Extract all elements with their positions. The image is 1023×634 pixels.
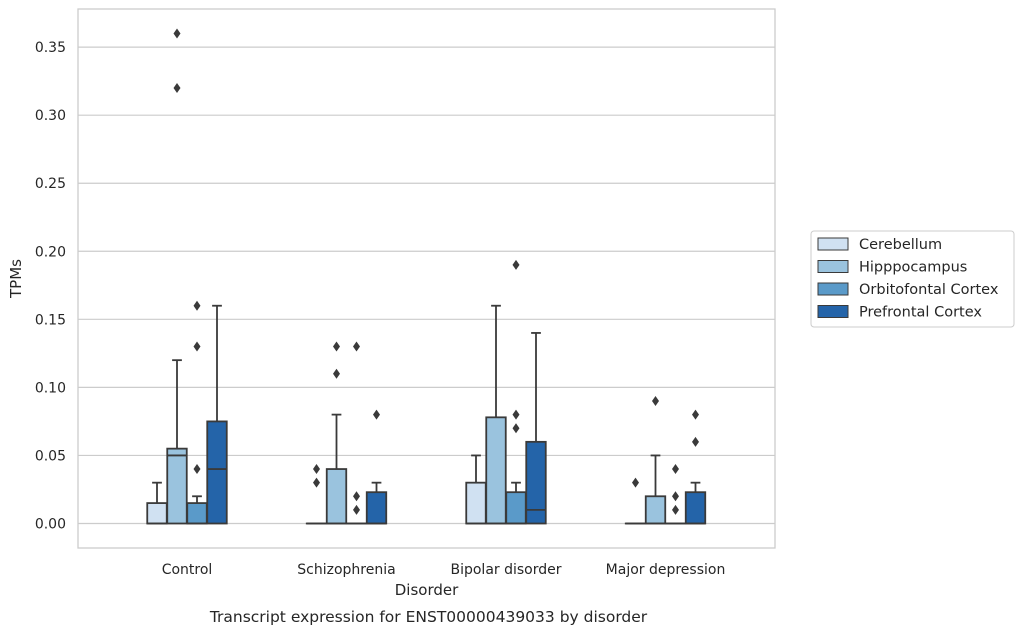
outlier-point <box>353 504 360 515</box>
box-cerebellum-3 <box>624 477 647 525</box>
box-orbitofontal-cortex-2 <box>505 259 527 525</box>
legend-swatch <box>817 282 849 296</box>
box-cerebellum-2 <box>465 454 487 525</box>
outlier-point <box>173 82 181 93</box>
box-orbitofontal-cortex-3 <box>664 464 687 525</box>
outlier-point <box>512 409 520 420</box>
outlier-point <box>373 409 380 420</box>
box-iqr <box>465 481 487 525</box>
legend-swatch <box>817 237 849 251</box>
box-cerebellum-0 <box>146 481 168 525</box>
chart-caption: Transcript expression for ENST0000043903… <box>209 608 648 626</box>
y-axis-ticks: 0.00 0.05 0.10 0.15 0.20 0.25 0.30 0.35 <box>35 40 66 532</box>
box-iqr <box>146 502 168 525</box>
legend-swatch <box>817 260 849 273</box>
box-orbitofontal-cortex-1 <box>345 341 368 525</box>
outlier-point <box>652 396 659 406</box>
x-axis-title: Disorder <box>395 581 459 599</box>
box-iqr <box>505 491 527 525</box>
y-tick-label: 0.15 <box>35 312 66 328</box>
box-iqr <box>186 502 208 525</box>
y-tick-label: 0.10 <box>35 380 66 396</box>
outlier-point <box>512 423 520 434</box>
outlier-point <box>313 464 320 475</box>
legend-label: Cerebellum <box>859 237 942 253</box>
box-hipppocampus-3 <box>644 396 667 525</box>
outlier-point <box>692 409 699 420</box>
box-hipppocampus-2 <box>485 304 507 525</box>
x-tick-label: Control <box>162 562 213 578</box>
plot-frame <box>77 8 776 549</box>
legend-swatch <box>817 305 849 318</box>
gridlines <box>78 46 775 525</box>
outlier-point <box>692 436 699 447</box>
legend-frame <box>810 230 1015 328</box>
legend: Cerebellum Hipppocampus Orbitofontal Corte… <box>810 230 1015 328</box>
outlier-point <box>353 491 360 502</box>
box-prefrontal-cortex-3 <box>684 409 707 525</box>
box-iqr <box>166 447 188 525</box>
outlier-point <box>333 341 340 352</box>
y-tick-label: 0.25 <box>35 176 66 192</box>
outlier-point <box>313 477 320 488</box>
outlier-point <box>672 491 679 502</box>
x-tick-label: Bipolar disorder <box>450 562 561 578</box>
y-tick-label: 0.05 <box>35 448 66 464</box>
y-tick-label: 0.20 <box>35 244 66 260</box>
outlier-point <box>193 300 201 311</box>
outlier-point <box>193 464 201 475</box>
box-hipppocampus-0 <box>166 28 188 525</box>
box-hipppocampus-1 <box>325 341 348 525</box>
box-iqr <box>684 491 707 525</box>
outlier-point <box>672 464 679 475</box>
legend-label: Orbitofontal Cortex <box>859 282 999 298</box>
x-axis-ticks: Control Schizophrenia Bipolar disorder Majo… <box>162 562 726 578</box>
x-tick-label: Major depression <box>606 562 726 578</box>
outlier-point <box>193 341 201 352</box>
box-orbitofontal-cortex-0 <box>186 300 208 525</box>
legend-label: Hipppocampus <box>859 260 967 276</box>
y-axis-title: TPMs <box>7 259 25 299</box>
y-tick-label: 0.30 <box>35 108 66 124</box>
box-cerebellum-1 <box>305 464 328 525</box>
legend-label: Prefrontal Cortex <box>859 305 982 321</box>
outlier-point <box>672 504 679 515</box>
box-iqr <box>525 440 547 525</box>
box-prefrontal-cortex-2 <box>525 332 547 525</box>
y-tick-label: 0.00 <box>35 517 66 533</box>
box-iqr <box>365 491 388 525</box>
box-prefrontal-cortex-0 <box>206 304 228 525</box>
x-tick-label: Schizophrenia <box>297 562 395 578</box>
box-iqr <box>644 495 667 525</box>
outlier-point <box>632 477 639 488</box>
outlier-point <box>173 28 181 39</box>
outlier-point <box>353 341 360 352</box>
outlier-point <box>333 368 340 379</box>
box-iqr <box>206 420 228 525</box>
y-tick-label: 0.35 <box>35 40 66 56</box>
box-iqr <box>485 416 507 525</box>
box-prefrontal-cortex-1 <box>365 409 388 525</box>
outlier-point <box>512 259 520 270</box>
box-iqr <box>325 468 348 525</box>
boxes <box>146 28 707 525</box>
